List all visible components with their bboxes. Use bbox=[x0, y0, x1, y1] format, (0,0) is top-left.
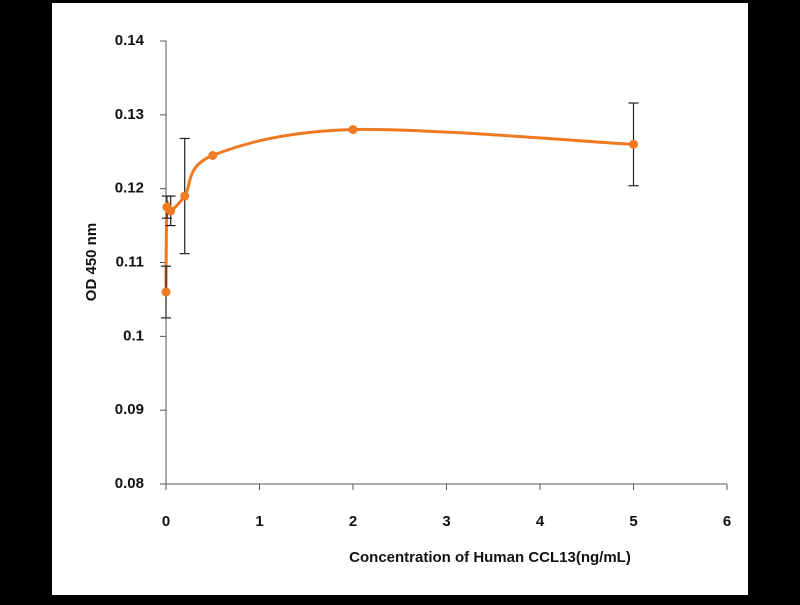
x-tick-label: 4 bbox=[536, 513, 545, 530]
point bbox=[348, 125, 358, 135]
chart-background bbox=[52, 3, 748, 595]
x-tick-label: 6 bbox=[723, 513, 731, 530]
point bbox=[208, 150, 218, 160]
x-axis-label: Concentration of Human CCL13(ng/mL) bbox=[349, 549, 631, 566]
y-axis-label: OD 450 nm bbox=[83, 223, 100, 301]
x-tick-label: 0 bbox=[162, 513, 170, 530]
point bbox=[180, 191, 190, 201]
point bbox=[161, 287, 171, 297]
x-tick-label: 2 bbox=[349, 513, 357, 530]
point bbox=[629, 139, 638, 149]
y-tick-label: 0.11 bbox=[116, 253, 144, 270]
y-tick-label: 0.1 bbox=[123, 327, 144, 344]
x-tick-label: 1 bbox=[255, 513, 263, 530]
point bbox=[166, 206, 176, 216]
x-tick-label: 5 bbox=[629, 513, 637, 530]
y-tick-label: 0.12 bbox=[115, 180, 144, 197]
y-tick-label: 0.08 bbox=[115, 475, 144, 492]
y-tick-label: 0.14 bbox=[115, 32, 145, 49]
x-tick-label: 3 bbox=[442, 513, 450, 530]
y-tick-label: 0.13 bbox=[115, 106, 144, 123]
y-tick-label: 0.09 bbox=[115, 401, 144, 418]
